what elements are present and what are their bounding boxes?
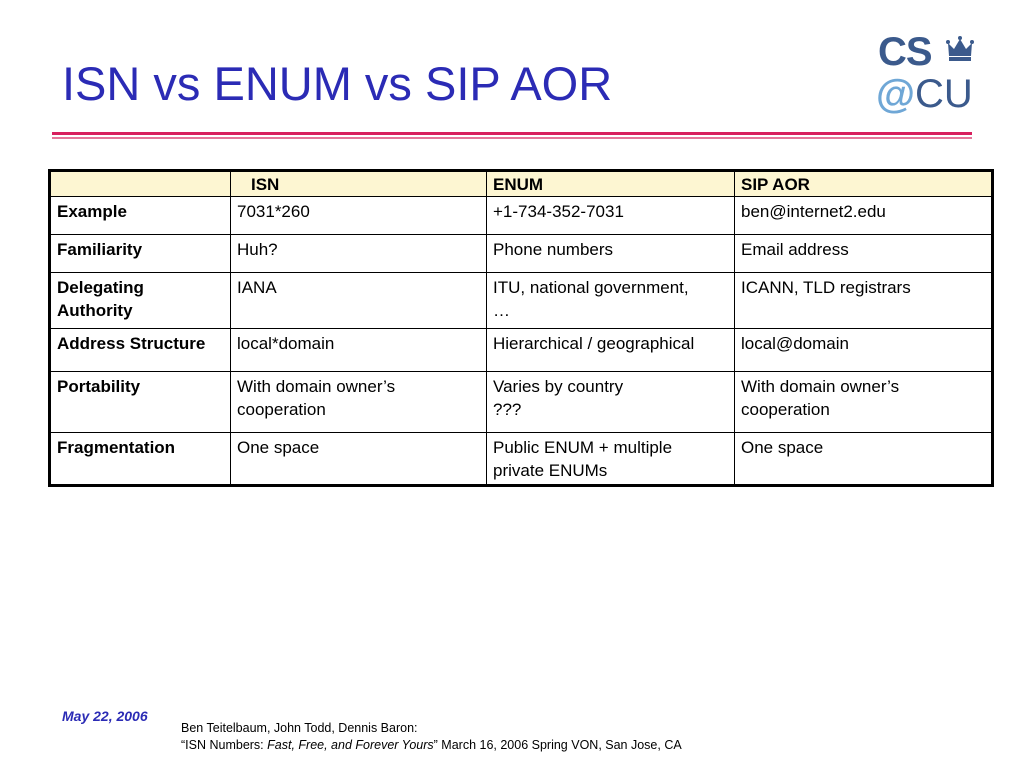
cell-line: Varies by country (493, 377, 624, 396)
row-header-line: Example (57, 202, 127, 221)
title-divider-thick (52, 132, 972, 135)
cell-line: ben@internet2.edu (741, 202, 886, 221)
row-header-line: Address Structure (57, 334, 206, 353)
cell-line: local@domain (741, 334, 849, 353)
table-cell: With domain owner’s cooperation (734, 371, 993, 433)
table-row: Fragmentation One space Public ENUM + mu… (49, 432, 993, 486)
cs-at-cu-logo: CS @CU (872, 30, 982, 116)
logo-cs-text: CS (878, 30, 933, 74)
row-header-address-structure: Address Structure (49, 328, 231, 372)
table-cell: One space (230, 432, 487, 486)
table-row: Address Structure local*domain Hierarchi… (49, 328, 993, 372)
row-header-familiarity: Familiarity (49, 234, 231, 273)
header-cell-enum: ENUM (486, 170, 735, 197)
row-header-line: Delegating (57, 278, 144, 297)
cell-line: One space (237, 438, 320, 457)
table-cell: local*domain (230, 328, 487, 372)
footer-citation: “ISN Numbers: Fast, Free, and Forever Yo… (181, 737, 682, 754)
table-cell: ICANN, TLD registrars (734, 272, 993, 329)
cell-line: 7031*260 (237, 202, 310, 221)
table-row: Example 7031*260 +1-734-352-7031 ben@int… (49, 196, 993, 235)
row-header-line: Portability (57, 377, 141, 396)
table-cell: Phone numbers (486, 234, 735, 273)
table-cell: Huh? (230, 234, 487, 273)
cell-line: Phone numbers (493, 240, 614, 259)
cell-line: cooperation (741, 400, 830, 419)
logo-at-sign: @ (876, 72, 916, 116)
cell-line: IANA (237, 278, 277, 297)
row-header-fragmentation: Fragmentation (49, 432, 231, 486)
cell-line: ??? (493, 400, 522, 419)
table-row: Portability With domain owner’s cooperati… (49, 371, 993, 433)
table-cell: Public ENUM + multiple private ENUMs (486, 432, 735, 486)
row-header-portability: Portability (49, 371, 231, 433)
footer-quote-open: “ISN Numbers: (181, 738, 268, 752)
table-cell: Hierarchical / geographical (486, 328, 735, 372)
cell-line: Public ENUM + multiple (493, 438, 673, 457)
table-row: Familiarity Huh? Phone numbers Email add… (49, 234, 993, 273)
table-cell: Varies by country??? (486, 371, 735, 433)
footer-quote-close: ” March 16, 2006 Spring VON, San Jose, C… (433, 738, 682, 752)
cell-line: ICANN, TLD registrars (741, 278, 911, 297)
cell-line: local*domain (237, 334, 335, 353)
cell-line: Hierarchical / geographical (493, 334, 695, 353)
table-cell: Email address (734, 234, 993, 273)
comparison-table: ISN ENUM SIP AOR Example 7031*260 +1-734… (48, 169, 994, 487)
footer-quote-title: Fast, Free, and Forever Yours (267, 738, 434, 752)
table-cell: +1-734-352-7031 (486, 196, 735, 235)
header-cell-isn: ISN (230, 170, 487, 197)
row-header-line: Fragmentation (57, 438, 176, 457)
header-cell-sip-aor: SIP AOR (734, 170, 993, 197)
row-header-example: Example (49, 196, 231, 235)
logo-cu-letters: CU (915, 72, 973, 116)
cell-line: private ENUMs (493, 461, 608, 480)
row-header-delegating-authority: Delegating Authority (49, 272, 231, 329)
crown-icon (946, 36, 974, 61)
cell-line: cooperation (237, 400, 326, 419)
cell-line: Email address (741, 240, 849, 259)
table-cell: One space (734, 432, 993, 486)
cell-line: +1-734-352-7031 (493, 202, 624, 221)
cell-line: With domain owner’s (741, 377, 900, 396)
row-header-line: Familiarity (57, 240, 143, 259)
table-cell: local@domain (734, 328, 993, 372)
cell-line: ITU, national government, (493, 278, 689, 297)
table-cell: With domain owner’s cooperation (230, 371, 487, 433)
footer-authors: Ben Teitelbaum, John Todd, Dennis Baron: (181, 721, 418, 735)
cell-line: With domain owner’s (237, 377, 396, 396)
slide-title: ISN vs ENUM vs SIP AOR (62, 57, 613, 110)
table-cell: 7031*260 (230, 196, 487, 235)
table-cell: IANA (230, 272, 487, 329)
cell-line: Huh? (237, 240, 278, 259)
table-cell: ben@internet2.edu (734, 196, 993, 235)
table-header-row: ISN ENUM SIP AOR (49, 170, 993, 197)
title-divider-thin (52, 137, 972, 139)
table-cell: ITU, national government, … (486, 272, 735, 329)
table-row: Delegating Authority IANA ITU, national g… (49, 272, 993, 329)
header-cell-blank (49, 170, 231, 197)
footer-credit: Ben Teitelbaum, John Todd, Dennis Baron:… (181, 720, 682, 754)
cell-line: … (493, 301, 510, 320)
logo-cu-text: @CU (876, 74, 973, 114)
footer-date: May 22, 2006 (62, 708, 148, 724)
cell-line: One space (741, 438, 824, 457)
row-header-line: Authority (57, 301, 133, 320)
